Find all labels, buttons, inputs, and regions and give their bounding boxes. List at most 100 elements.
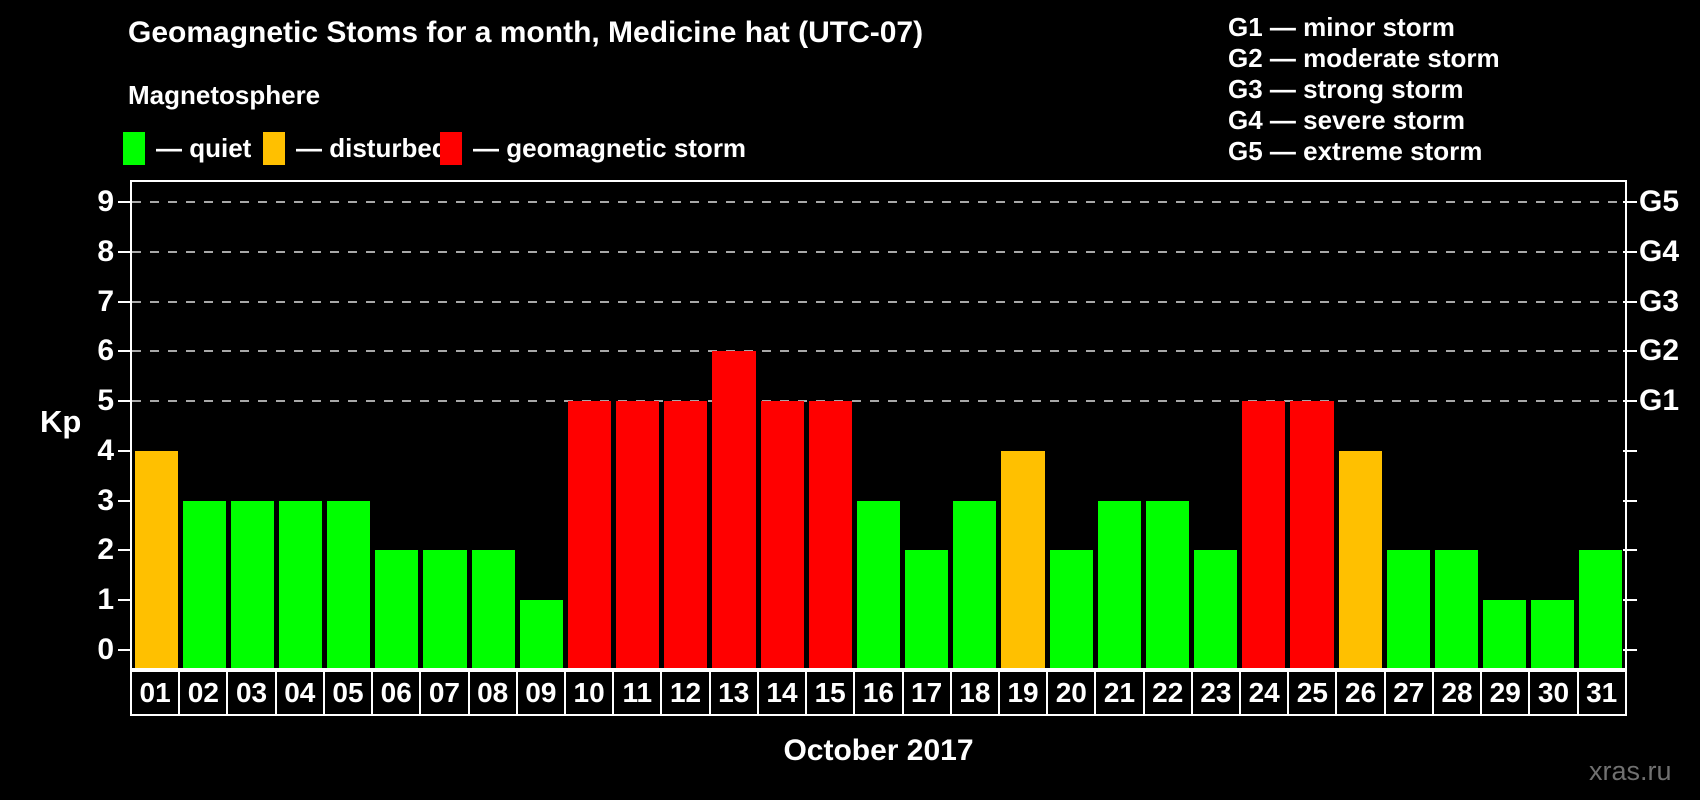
gridline-kp5 — [132, 400, 1625, 403]
date-cell-06: 06 — [371, 670, 422, 716]
kp-bar-day-28 — [1434, 550, 1478, 668]
kp-bar-day-21 — [1097, 500, 1141, 668]
gridline-kp6 — [132, 350, 1625, 353]
y-axis-tick-left-8 — [118, 250, 132, 253]
date-cell-21: 21 — [1094, 670, 1145, 716]
date-cell-16: 16 — [853, 670, 904, 716]
date-cell-11: 11 — [612, 670, 663, 716]
legend-label-disturbed: — disturbed — [296, 133, 448, 163]
chart-title: Geomagnetic Stoms for a month, Medicine … — [128, 16, 924, 49]
disturbed-color-swatch — [263, 132, 285, 165]
date-cell-13: 13 — [708, 670, 759, 716]
y-tick-label-0: 0 — [97, 633, 114, 666]
kp-axis-label: Kp — [40, 404, 82, 439]
date-cell-20: 20 — [1046, 670, 1097, 716]
date-cell-25: 25 — [1287, 670, 1338, 716]
kp-bar-day-07 — [423, 550, 467, 668]
y-axis-tick-left-4 — [118, 449, 132, 452]
y-tick-label-1: 1 — [97, 583, 114, 617]
kp-bar-day-03 — [230, 500, 274, 668]
g-legend-line-g4: G4 — severe storm — [1228, 105, 1466, 135]
y-axis-tick-right-4 — [1623, 449, 1637, 452]
y-axis-tick-right-1 — [1623, 599, 1637, 602]
magnetosphere-label: Magnetosphere — [128, 80, 321, 110]
kp-bar-day-16 — [856, 500, 901, 668]
y-axis-tick-right-7 — [1623, 300, 1637, 303]
kp-bar-day-11 — [616, 401, 660, 668]
kp-bar-day-20 — [1049, 550, 1093, 668]
date-cell-04: 04 — [274, 670, 325, 716]
kp-bar-day-26 — [1338, 450, 1382, 668]
kp-bar-day-05 — [327, 500, 371, 668]
g-legend-line-g1: G1 — minor storm — [1228, 12, 1455, 42]
y-tick-label-3: 3 — [97, 483, 114, 517]
y-tick-label-2: 2 — [97, 533, 114, 567]
date-cell-10: 10 — [563, 670, 615, 716]
kp-bar-day-19 — [1001, 450, 1045, 668]
y-tick-label-5: 5 — [97, 384, 114, 418]
kp-bar-day-18 — [953, 500, 997, 668]
y-axis-tick-left-0 — [118, 649, 132, 651]
date-cell-15: 15 — [805, 670, 856, 716]
date-cell-05: 05 — [322, 670, 374, 716]
kp-bar-day-08 — [471, 550, 515, 668]
legend-item-storm — [440, 132, 462, 165]
kp-bar-day-15 — [808, 401, 852, 668]
kp-bar-day-24 — [1242, 401, 1286, 668]
y-axis-tick-right-2 — [1623, 549, 1637, 552]
y-axis-tick-left-7 — [118, 300, 132, 303]
date-cell-07: 07 — [419, 670, 470, 716]
date-cell-28: 28 — [1431, 670, 1483, 716]
kp-bar-day-12 — [664, 401, 708, 668]
x-axis-title: October 2017 — [783, 734, 974, 767]
kp-bar-day-04 — [278, 500, 323, 668]
date-cell-31: 31 — [1576, 670, 1627, 716]
g-legend-line-g2: G2 — moderate storm — [1228, 43, 1500, 73]
legend-item-disturbed — [263, 132, 285, 165]
gridline-kp8 — [132, 250, 1625, 253]
quiet-color-swatch — [123, 132, 145, 165]
y-tick-label-4: 4 — [97, 433, 114, 467]
y-axis-tick-right-6 — [1623, 350, 1637, 353]
y-axis-tick-left-3 — [118, 499, 132, 502]
kp-bar-day-09 — [519, 600, 563, 668]
date-cell-24: 24 — [1239, 670, 1290, 716]
date-cell-08: 08 — [467, 670, 518, 716]
y-axis-tick-left-9 — [118, 200, 132, 203]
y-axis-tick-left-1 — [118, 599, 132, 602]
kp-bar-day-13 — [712, 351, 756, 668]
g-tick-label-g2: G2 — [1639, 334, 1680, 368]
y-tick-label-9: 9 — [97, 184, 114, 218]
plot-inner — [132, 182, 1625, 668]
kp-bar-day-01 — [134, 450, 178, 668]
kp-bar-day-10 — [567, 401, 612, 668]
y-axis-tick-right-8 — [1623, 250, 1637, 253]
y-axis-tick-right-3 — [1623, 499, 1637, 502]
date-cell-29: 29 — [1480, 670, 1531, 716]
g-tick-label-g3: G3 — [1639, 284, 1680, 318]
y-tick-label-7: 7 — [97, 284, 114, 318]
legend-label-quiet: — quiet — [156, 133, 252, 163]
y-axis-tick-left-6 — [118, 350, 132, 353]
date-cell-02: 02 — [178, 670, 229, 716]
date-cell-18: 18 — [949, 670, 1000, 716]
g-legend-line-g3: G3 — strong storm — [1228, 74, 1464, 104]
y-tick-label-6: 6 — [97, 334, 114, 368]
kp-bar-day-31 — [1579, 550, 1623, 668]
date-axis-row: 01 02 03 04 05 06 07 08 09 10 11 12 13 14 15 16 17 18 19 20… — [130, 670, 1627, 716]
kp-bar-day-23 — [1194, 550, 1238, 668]
kp-bar-day-02 — [182, 500, 226, 668]
date-cell-17: 17 — [901, 670, 952, 716]
date-cell-14: 14 — [756, 670, 808, 716]
y-axis-tick-left-5 — [118, 400, 132, 403]
date-cell-12: 12 — [660, 670, 711, 716]
date-cell-30: 30 — [1528, 670, 1579, 716]
legend-item-quiet — [123, 132, 145, 165]
g-tick-label-g5: G5 — [1639, 184, 1680, 218]
g-tick-label-g1: G1 — [1639, 384, 1680, 418]
storm-color-swatch — [440, 132, 462, 165]
kp-bar-day-30 — [1531, 600, 1575, 668]
date-cell-23: 23 — [1190, 670, 1242, 716]
gridline-kp7 — [132, 300, 1625, 303]
y-tick-label-8: 8 — [97, 234, 114, 268]
